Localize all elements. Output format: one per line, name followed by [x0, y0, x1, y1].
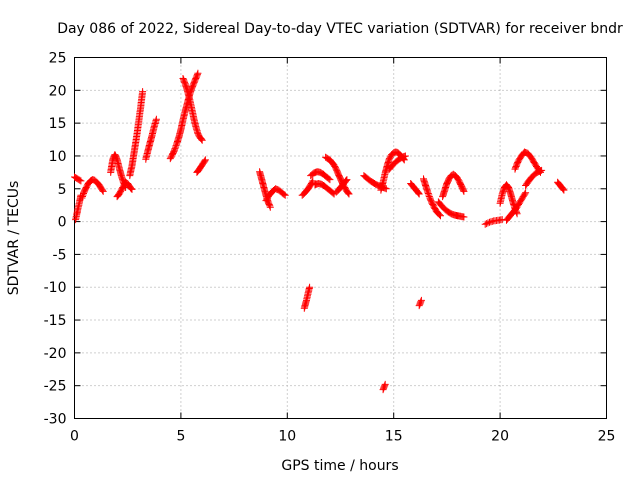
data-point [415, 190, 423, 198]
data-point [342, 177, 349, 185]
data-point [197, 135, 205, 142]
grid-layer [74, 57, 607, 419]
y-tick-label: 25 [49, 51, 67, 67]
data-point [127, 184, 134, 192]
x-tick-label: 20 [491, 429, 509, 445]
data-point [309, 177, 317, 185]
data-point [198, 136, 206, 144]
data-point [560, 186, 568, 194]
data-markers [71, 69, 568, 394]
x-tick-label: 5 [176, 429, 185, 445]
data-point [417, 296, 425, 304]
y-tick-label: -10 [44, 280, 67, 296]
data-point [415, 189, 422, 197]
y-tick-label: -30 [44, 412, 67, 428]
tick-layer: -30 -25 -20 -15 -10 -5 0 5 10 15 20 25 0 5 10 15 20 25 [44, 51, 616, 445]
data-point [436, 211, 443, 219]
x-axis-label: GPS time / hours [281, 458, 398, 474]
data-point [483, 220, 491, 228]
data-point [306, 283, 314, 291]
data-point [460, 213, 468, 221]
data-point [127, 185, 135, 193]
data-point [345, 190, 353, 198]
y-tick-label: -20 [44, 346, 67, 362]
data-point [326, 176, 334, 184]
data-point [76, 176, 84, 184]
data-point [522, 189, 530, 197]
data-point [266, 203, 274, 211]
data-point [460, 187, 468, 195]
data-point [99, 186, 106, 194]
data-point [194, 69, 202, 77]
data-point [521, 190, 529, 198]
data-point [424, 188, 432, 196]
y-tick-label: 10 [49, 149, 67, 165]
data-point [437, 212, 444, 220]
data-point [381, 380, 389, 388]
data-point [503, 182, 511, 190]
y-tick-label: 20 [49, 83, 67, 99]
data-point [538, 166, 546, 174]
y-tick-label: -15 [44, 313, 67, 329]
data-point [128, 185, 136, 193]
data-point [266, 202, 274, 210]
data-point [401, 152, 409, 160]
data-point [99, 187, 107, 195]
data-point [152, 115, 160, 123]
x-tick-label: 15 [385, 429, 403, 445]
data-point [344, 189, 352, 197]
plot-frame [74, 57, 607, 419]
y-tick-label: 0 [58, 215, 67, 231]
data-point [78, 194, 86, 202]
data-point [414, 188, 422, 196]
x-tick-label: 10 [278, 429, 296, 445]
y-tick-label: -5 [53, 247, 67, 263]
y-tick-label: -25 [44, 379, 67, 395]
data-point [417, 298, 425, 306]
data-point [559, 185, 567, 193]
data-point [325, 175, 333, 183]
data-point [344, 188, 352, 196]
data-point [77, 177, 85, 185]
chart-title: Day 086 of 2022, Sidereal Day-to-day VTE… [57, 21, 623, 37]
data-point [198, 135, 205, 143]
y-tick-label: 5 [58, 182, 67, 198]
data-point [280, 191, 288, 198]
y-tick-label: 15 [49, 116, 67, 132]
data-point [139, 88, 147, 96]
data-point [343, 176, 351, 184]
x-tick-label: 0 [70, 429, 79, 445]
data-point [281, 191, 289, 199]
data-point [201, 157, 209, 165]
data-point [342, 177, 350, 184]
x-tick-label: 25 [598, 429, 616, 445]
data-point [484, 219, 492, 227]
data-point [201, 156, 209, 164]
data-point [329, 189, 337, 197]
y-axis-label: SDTVAR / TECUs [6, 181, 22, 296]
data-point [171, 145, 179, 153]
data-point [559, 184, 566, 192]
